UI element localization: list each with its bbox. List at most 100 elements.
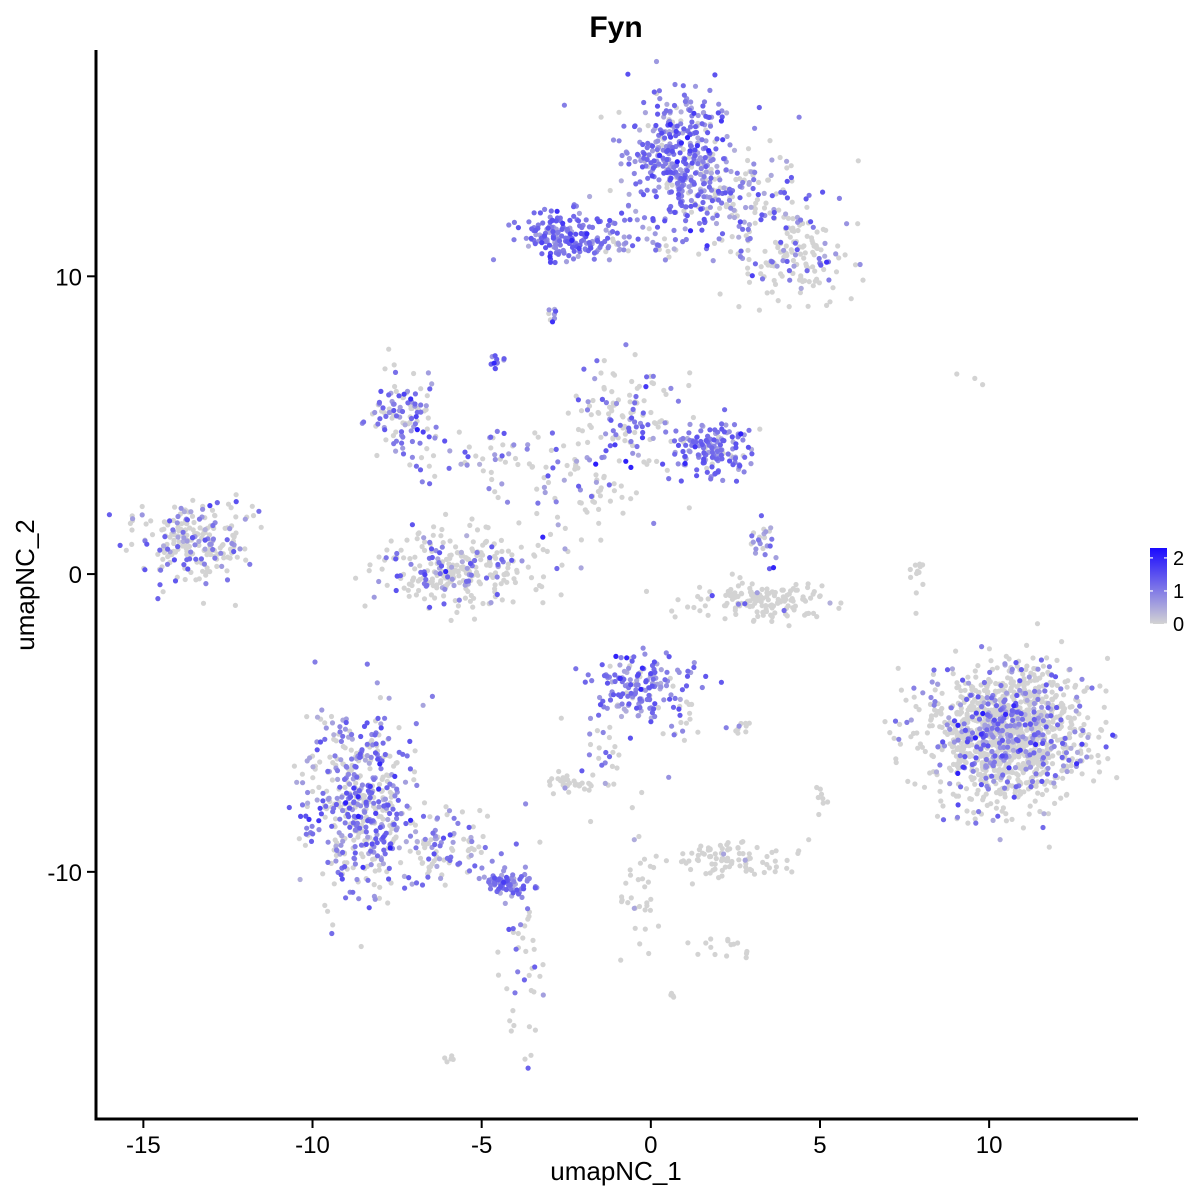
cell-point xyxy=(833,269,840,275)
cell-point xyxy=(984,695,990,701)
cell-point xyxy=(783,243,789,249)
cell-point xyxy=(476,579,482,585)
cell-point xyxy=(233,499,239,505)
cell-point xyxy=(687,188,694,194)
cell-point xyxy=(776,207,782,213)
cell-point xyxy=(771,215,777,221)
cell-point xyxy=(640,224,646,230)
cell-point xyxy=(474,572,480,578)
cell-point xyxy=(465,588,471,595)
cell-point xyxy=(836,255,842,261)
cell-point xyxy=(382,796,388,802)
cell-point xyxy=(603,227,609,233)
cell-point xyxy=(501,430,507,436)
cell-point xyxy=(961,721,967,727)
cell-point xyxy=(201,561,207,567)
cell-point xyxy=(356,896,362,902)
cell-point xyxy=(1101,704,1107,710)
cell-point xyxy=(928,713,935,719)
cell-point xyxy=(721,185,727,191)
cell-point xyxy=(386,735,392,742)
cell-point xyxy=(606,754,613,760)
cell-point xyxy=(499,453,505,459)
cell-point xyxy=(355,813,361,820)
cell-point xyxy=(386,695,392,701)
cell-point xyxy=(507,1018,513,1024)
cell-point xyxy=(588,493,595,499)
cell-point xyxy=(769,589,775,595)
cell-point xyxy=(1033,771,1039,777)
cell-point xyxy=(655,704,661,711)
cell-point xyxy=(477,461,483,467)
cell-point xyxy=(983,764,990,770)
cell-point xyxy=(343,763,349,770)
cell-point xyxy=(376,867,382,873)
cell-point xyxy=(486,879,492,885)
cell-point xyxy=(741,219,747,225)
cell-point xyxy=(367,783,373,790)
cell-point xyxy=(469,546,475,552)
cell-point xyxy=(655,138,661,144)
cell-point xyxy=(594,358,600,364)
cell-point xyxy=(634,443,640,450)
cell-point xyxy=(660,461,666,467)
cell-point xyxy=(745,271,751,277)
cell-point xyxy=(382,366,388,372)
cell-point xyxy=(698,428,704,434)
cell-point xyxy=(458,461,464,467)
cell-point xyxy=(1050,753,1056,759)
cell-point xyxy=(751,871,758,877)
cell-point xyxy=(351,813,357,819)
cell-point xyxy=(742,857,748,863)
cell-point xyxy=(514,569,520,575)
cell-point xyxy=(299,802,306,808)
cell-point xyxy=(695,161,701,167)
cell-point xyxy=(744,948,750,955)
cell-point xyxy=(667,121,673,127)
cell-point xyxy=(601,673,608,679)
cell-point xyxy=(557,242,563,248)
cell-point xyxy=(512,990,518,996)
cell-point xyxy=(722,407,728,413)
cell-point xyxy=(976,809,982,815)
cell-point xyxy=(651,420,658,426)
cell-point xyxy=(683,720,690,726)
cell-point xyxy=(343,800,349,806)
cell-point xyxy=(549,430,556,436)
cell-point xyxy=(323,725,329,731)
cell-point xyxy=(662,218,668,224)
cell-point xyxy=(718,679,725,685)
cell-point xyxy=(933,769,940,775)
cell-point xyxy=(677,712,683,718)
cell-point xyxy=(922,748,928,755)
cell-point xyxy=(784,178,790,184)
cell-point xyxy=(737,183,743,189)
cell-point xyxy=(805,584,811,591)
cell-point xyxy=(127,520,133,527)
cell-point xyxy=(394,815,400,822)
cell-point xyxy=(1046,664,1052,670)
cell-point xyxy=(1005,738,1012,745)
cell-point xyxy=(687,148,693,154)
cell-point xyxy=(971,810,977,816)
cell-point xyxy=(188,569,194,576)
cell-point xyxy=(610,749,616,755)
cell-point xyxy=(731,422,738,428)
cell-point xyxy=(569,244,576,250)
cell-point xyxy=(682,156,688,162)
cell-point xyxy=(319,707,325,713)
cell-point xyxy=(683,683,690,689)
cell-point xyxy=(1040,740,1046,747)
cell-point xyxy=(656,177,662,183)
cell-point xyxy=(838,600,844,606)
cell-point xyxy=(640,645,646,651)
cell-point xyxy=(566,780,573,786)
cell-point xyxy=(882,719,888,725)
cell-point xyxy=(652,701,658,707)
cell-point xyxy=(1002,785,1008,791)
cell-point xyxy=(1039,778,1045,785)
cell-point xyxy=(740,839,746,845)
cell-point xyxy=(794,587,800,593)
cell-point xyxy=(369,841,375,847)
cell-point xyxy=(340,807,346,814)
